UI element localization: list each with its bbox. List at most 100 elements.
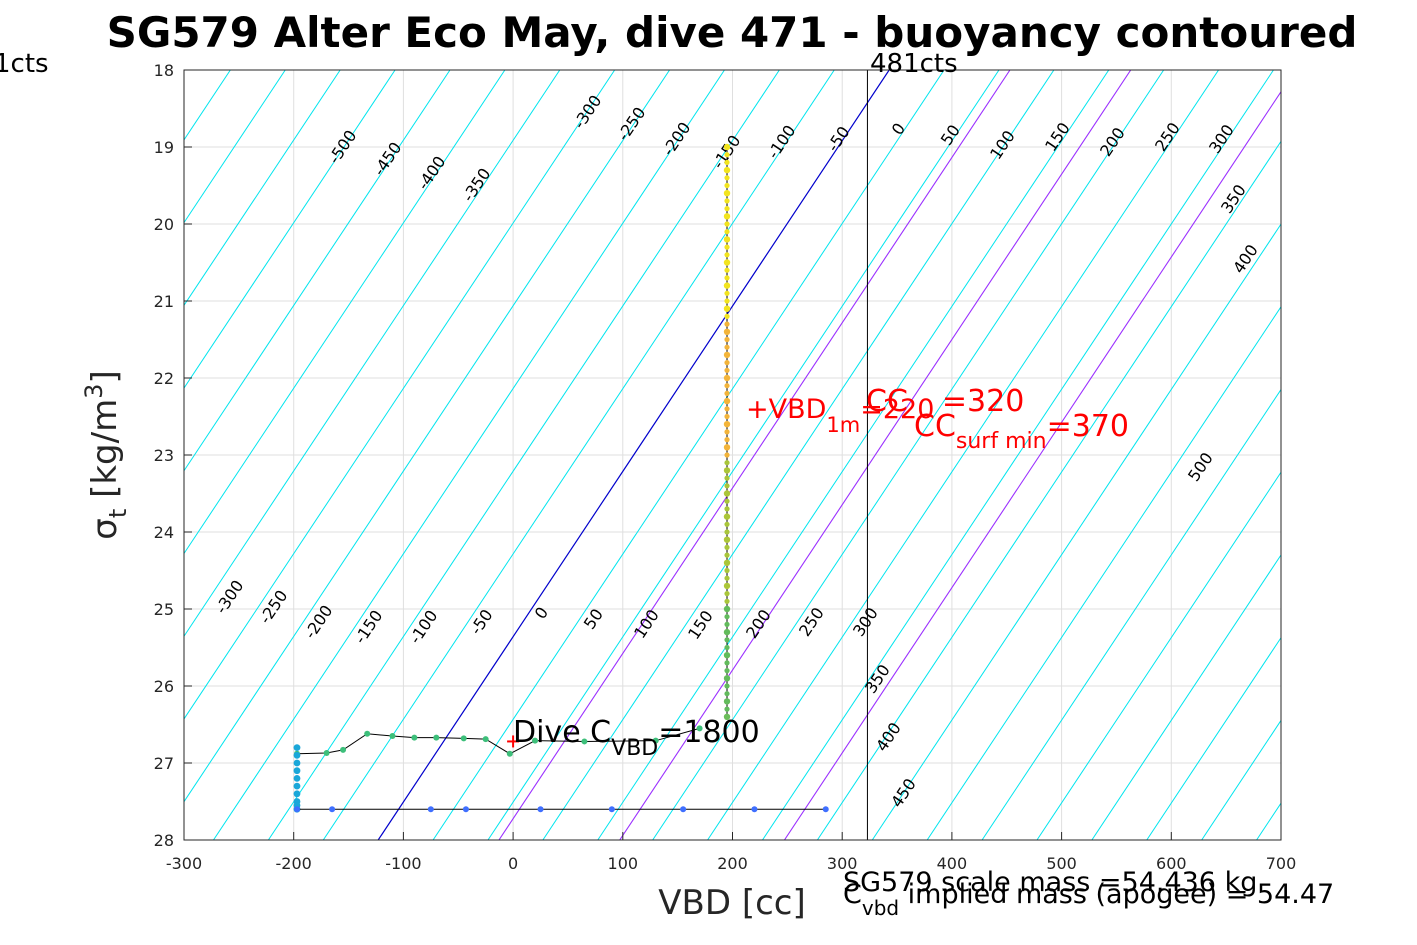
descent-point	[724, 306, 730, 312]
x-tick-label: 700	[1266, 854, 1297, 873]
cc-eq: =320	[942, 384, 1024, 419]
transition-point	[389, 733, 396, 740]
descent-point	[724, 182, 730, 189]
transition-point	[364, 730, 371, 737]
bottom-point	[427, 806, 434, 813]
y-label-close: ]	[85, 370, 125, 383]
contour-line	[184, 70, 506, 555]
descent-point	[724, 552, 730, 558]
contour-line	[981, 388, 1281, 840]
contour-line	[184, 70, 451, 472]
y-tick-label: 23	[154, 446, 174, 465]
transition-point	[411, 734, 418, 741]
contour-line	[0, 70, 11, 840]
y-label-sub: t	[104, 509, 132, 518]
descent-point	[724, 567, 730, 574]
contour-line	[432, 70, 945, 840]
descent-point	[724, 698, 730, 705]
descent-point	[724, 390, 730, 396]
descent-point	[724, 367, 730, 373]
contour-line	[322, 70, 835, 840]
transition-point	[482, 736, 489, 743]
transition-point	[433, 734, 440, 741]
magenta-line	[498, 70, 1011, 840]
contour-line	[184, 70, 670, 803]
descent-point	[724, 336, 730, 343]
contour-line	[1091, 554, 1281, 840]
descent-point	[724, 290, 730, 296]
descent-point	[724, 213, 730, 219]
contour-line	[542, 70, 1055, 840]
descent-point	[724, 706, 730, 712]
descent-point	[724, 175, 730, 181]
y-tick-label: 22	[154, 369, 174, 388]
descent-point	[724, 159, 730, 165]
x-tick-label: 500	[1046, 854, 1077, 873]
descent-point	[724, 244, 730, 250]
bottom-point	[680, 806, 687, 813]
transition-point	[506, 750, 513, 757]
contour-line	[184, 70, 561, 638]
descent-point	[724, 529, 730, 535]
descent-point	[724, 352, 730, 358]
y-tick-label: 19	[154, 138, 174, 157]
y-tick-label: 21	[154, 292, 174, 311]
descent-point	[724, 668, 730, 674]
x-ticks: -300 -200 -100 0 100 200 300 400 500 600 700	[166, 832, 1296, 873]
transition-point	[696, 725, 703, 732]
y-tick-label: 24	[154, 523, 174, 542]
descent-point	[724, 475, 730, 481]
dive-cvbd-sub: VBD	[611, 736, 658, 761]
contour-line	[762, 70, 1274, 840]
x-tick-label: 300	[827, 854, 858, 873]
contour-line	[213, 70, 725, 840]
x-tick-label: 200	[717, 854, 748, 873]
descent-point	[724, 190, 730, 196]
descent-point	[724, 229, 730, 235]
descent-point	[724, 259, 730, 266]
contour-line	[184, 70, 286, 224]
descent-point	[724, 467, 730, 473]
descent-point	[724, 460, 730, 466]
x-tick-label: 600	[1156, 854, 1187, 873]
descent-point	[724, 521, 730, 527]
descent-point	[724, 598, 730, 604]
transition-point	[460, 735, 467, 742]
descent-point	[724, 591, 730, 597]
descent-point	[724, 514, 730, 520]
transition-line	[296, 727, 700, 755]
x-axis-label: VBD [cc]	[658, 883, 806, 923]
descent-point	[724, 444, 730, 450]
descent-point	[724, 329, 730, 335]
bottom-point	[537, 806, 544, 813]
column-point	[293, 744, 301, 751]
descent-point	[724, 683, 730, 689]
descent-point	[724, 344, 730, 350]
left-marker-label: 1cts	[0, 49, 49, 79]
x-tick-label: 100	[608, 854, 639, 873]
descent-point	[724, 660, 730, 666]
contour-line	[1146, 636, 1281, 840]
y-tick-label: 25	[154, 600, 174, 619]
magenta-line	[783, 90, 1281, 840]
descent-point	[724, 267, 730, 273]
cc-surf-tail: =370	[1047, 409, 1129, 444]
dive-cvbd-tail: =1800	[658, 715, 759, 750]
contour-line	[0, 70, 66, 840]
descent-point	[724, 537, 730, 543]
x-tick-label: -200	[276, 854, 312, 873]
column-point	[293, 751, 301, 759]
column-point	[293, 782, 301, 790]
y-axis-label: σt [kg/m3]	[80, 370, 132, 539]
descent-point	[724, 321, 730, 327]
descent-point	[723, 713, 731, 720]
descent-point	[724, 544, 730, 551]
y-label-unit: [kg/m	[85, 399, 125, 509]
bottom-point	[462, 806, 469, 813]
descent-point	[724, 421, 730, 427]
x-tick-label: -100	[385, 854, 421, 873]
magenta-line	[619, 70, 1132, 840]
descent-point	[724, 406, 730, 412]
contour-line	[1366, 70, 1417, 840]
contour-line	[926, 305, 1281, 840]
